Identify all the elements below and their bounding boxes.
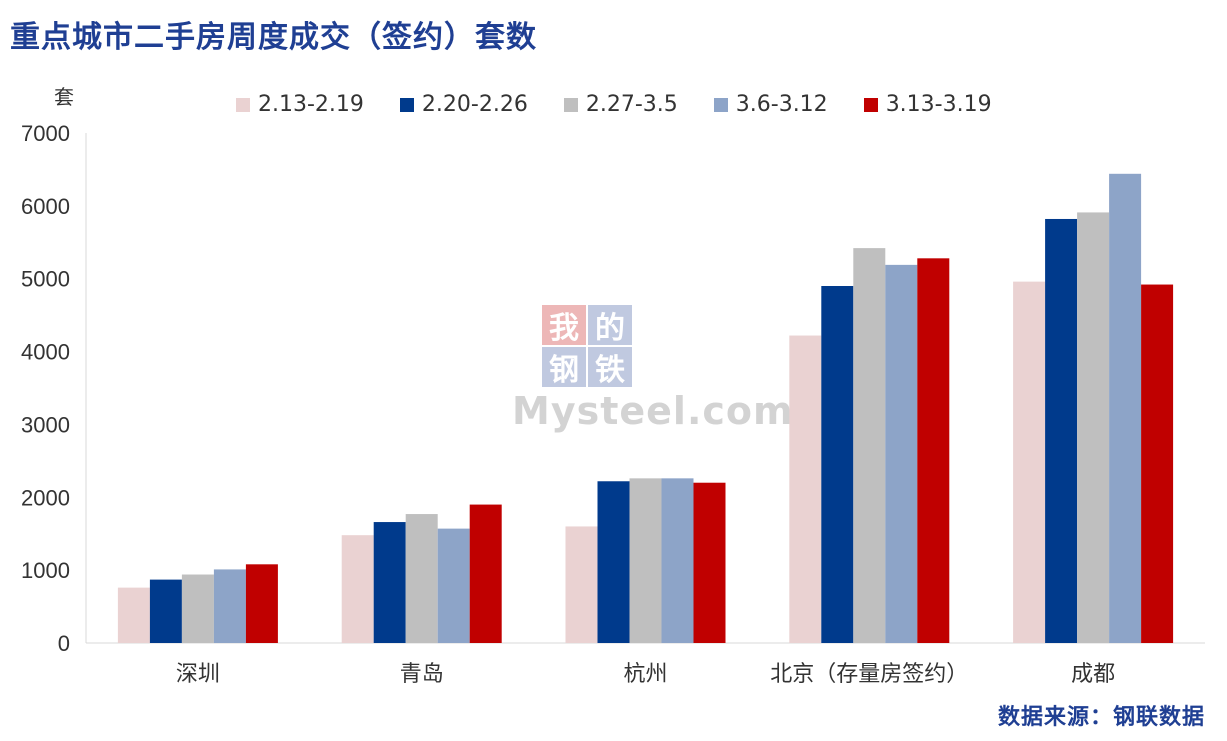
x-tick-label: 北京（存量房签约） <box>770 662 968 687</box>
y-tick-label: 5000 <box>21 267 70 292</box>
bar <box>917 258 950 643</box>
y-tick-label: 6000 <box>21 194 70 219</box>
x-tick-label: 成都 <box>1071 662 1115 687</box>
bar <box>341 535 374 643</box>
watermark-char: 我 <box>542 305 586 346</box>
bar <box>213 569 246 643</box>
legend-item: 3.13-3.19 <box>863 92 992 117</box>
legend-swatch <box>713 97 728 112</box>
watermark-char: 铁 <box>588 347 632 388</box>
bar <box>1109 173 1142 644</box>
bar <box>149 579 182 643</box>
legend: 2.13-2.19 2.20-2.26 2.27-3.5 3.6-3.12 3.13-3… <box>236 92 1028 117</box>
legend-item: 3.6-3.12 <box>713 92 828 117</box>
watermark-char: 钢 <box>542 347 586 388</box>
legend-swatch <box>863 97 878 112</box>
bar <box>693 482 726 643</box>
bar <box>437 528 470 643</box>
bar <box>1077 212 1110 643</box>
legend-label: 2.13-2.19 <box>258 92 364 117</box>
legend-label: 2.20-2.26 <box>421 92 528 117</box>
bar <box>629 478 662 643</box>
bar <box>661 478 694 643</box>
bar <box>821 286 854 643</box>
bar <box>469 504 502 643</box>
bar <box>597 481 630 643</box>
x-tick-label: 深圳 <box>176 662 220 687</box>
bar <box>565 526 598 643</box>
y-tick-label: 1000 <box>21 558 70 583</box>
bar <box>117 587 150 643</box>
legend-item: 2.13-2.19 <box>236 92 364 117</box>
y-tick-label: 7000 <box>21 121 70 146</box>
y-axis-unit-label: 套 <box>54 85 74 109</box>
bar <box>245 564 278 643</box>
x-tick-label: 杭州 <box>623 662 667 687</box>
legend-swatch <box>236 97 250 112</box>
legend-label: 2.27-3.5 <box>585 92 678 117</box>
y-tick-label: 0 <box>58 631 70 656</box>
bar <box>789 335 822 643</box>
legend-item: 2.20-2.26 <box>399 92 528 117</box>
bar <box>1045 218 1078 643</box>
legend-item: 2.27-3.5 <box>563 92 678 117</box>
bar <box>405 514 438 643</box>
bar <box>1141 284 1174 643</box>
x-tick-label: 青岛 <box>400 662 444 687</box>
mysteel-watermark: 我 的 钢 铁 Mysteel.com <box>512 305 794 433</box>
y-tick-label: 3000 <box>21 412 70 437</box>
bar <box>885 264 918 643</box>
data-source: 数据来源：钢联数据 <box>997 704 1205 730</box>
watermark-text: Mysteel.com <box>512 389 794 433</box>
watermark-logo: 我 的 钢 铁 <box>542 305 794 388</box>
watermark-char: 的 <box>588 305 632 346</box>
y-tick-label: 4000 <box>21 340 70 365</box>
legend-swatch <box>399 97 414 112</box>
bar <box>1013 281 1046 643</box>
legend-label: 3.13-3.19 <box>885 92 992 117</box>
bar <box>853 248 886 643</box>
chart-title: 重点城市二手房周度成交（签约）套数 <box>10 20 537 55</box>
legend-label: 3.6-3.12 <box>735 92 828 117</box>
y-tick-label: 2000 <box>21 485 70 510</box>
bar <box>181 574 214 643</box>
legend-swatch <box>563 97 578 112</box>
bar <box>373 522 406 643</box>
